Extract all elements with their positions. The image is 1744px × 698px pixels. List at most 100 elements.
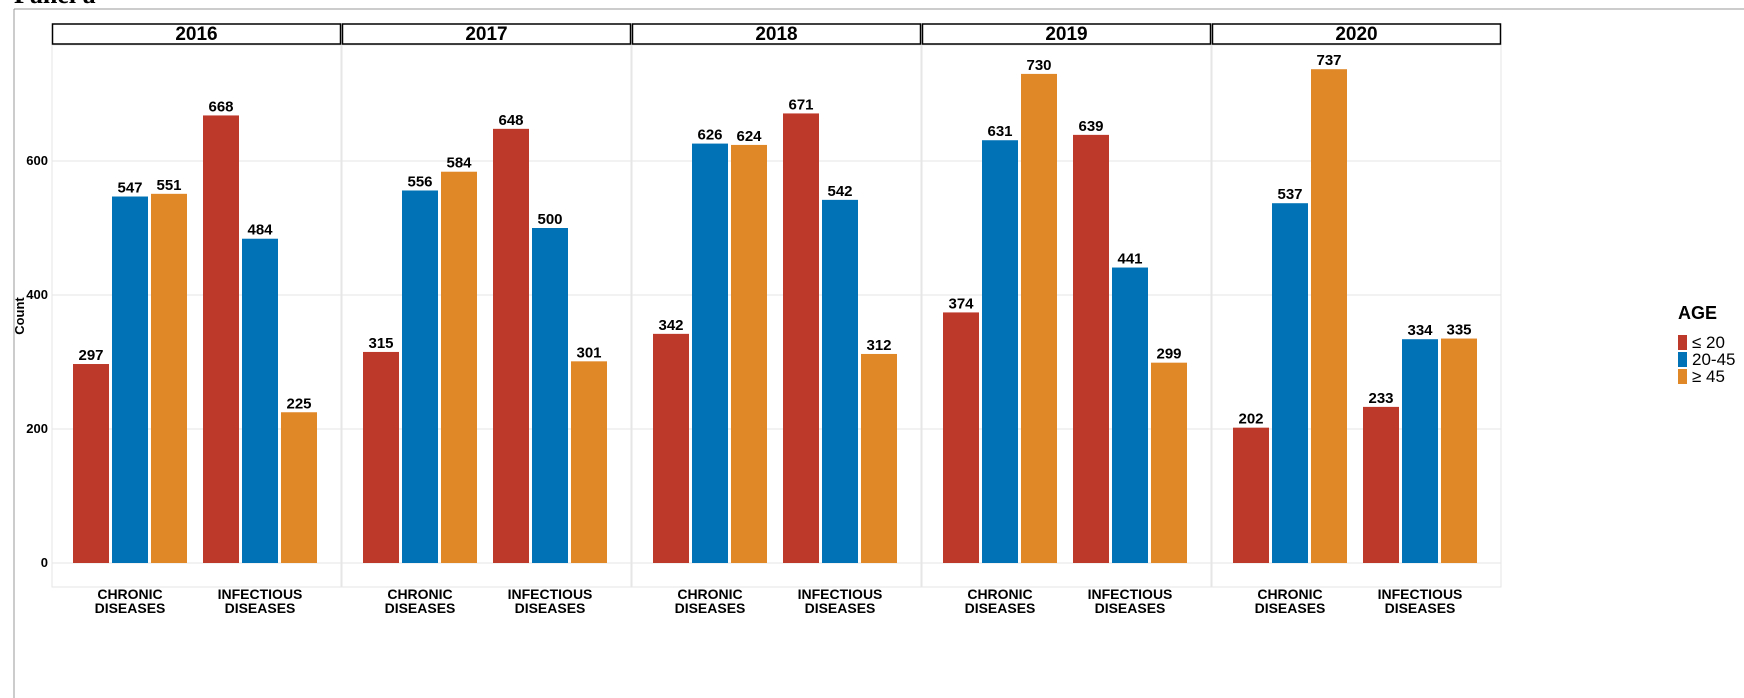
bar-le20 [943,312,979,563]
bar-le20 [1073,134,1109,563]
bar-le20 [1233,427,1269,563]
y-tick-label: 0 [41,555,48,570]
bar-20_45 [822,199,858,564]
facet-strip-label: 2018 [755,24,797,45]
bar-value-label: 484 [247,222,273,239]
bar-20_45 [532,228,568,563]
bar-20_45 [242,238,278,563]
bar-ge45 [1021,73,1057,564]
bar-value-label: 648 [498,112,523,129]
bar-value-label: 500 [537,211,562,228]
x-tick-label: DISEASES [1095,600,1166,616]
legend-swatch-20_45 [1678,352,1687,367]
bar-value-label: 312 [866,337,891,354]
y-axis-title: Count [12,297,27,335]
x-tick-label: CHRONIC [387,586,452,602]
bar-ge45 [1311,69,1347,564]
bar-ge45 [281,412,317,563]
legend-title: AGE [1678,303,1717,323]
x-tick-label: INFECTIOUS [508,586,593,602]
x-tick-label: DISEASES [965,600,1036,616]
bar-20_45 [1272,203,1308,563]
bar-value-label: 631 [987,123,1012,140]
bar-value-label: 556 [407,173,432,190]
bar-ge45 [1151,362,1187,563]
bar-20_45 [402,190,438,564]
bar-value-label: 441 [1117,251,1142,268]
bar-20_45 [1112,267,1148,563]
bar-value-label: 225 [286,395,311,412]
bar-20_45 [982,140,1018,564]
bar-le20 [73,364,109,563]
bar-le20 [493,128,529,563]
bar-value-label: 315 [368,335,393,352]
x-tick-label: CHRONIC [97,586,162,602]
x-tick-label: DISEASES [1385,600,1456,616]
bar-value-label: 730 [1026,57,1051,74]
bar-value-label: 671 [788,96,813,113]
bar-value-label: 334 [1407,322,1433,339]
facet-strip-label: 2019 [1045,24,1087,45]
legend-label-20_45: 20-45 [1692,350,1735,369]
bar-value-label: 547 [117,180,142,197]
facet-strip-label: 2017 [465,24,507,45]
legend-swatch-ge45 [1678,369,1687,384]
bar-20_45 [112,196,148,563]
bar-ge45 [571,361,607,563]
bar-value-label: 737 [1316,52,1341,69]
facet-strip [921,23,1212,45]
figure-title: Panel a [14,0,96,9]
y-tick-label: 400 [26,287,48,302]
bar-value-label: 299 [1156,346,1181,363]
bar-value-label: 537 [1277,186,1302,203]
bar-le20 [653,333,689,563]
x-tick-label: CHRONIC [677,586,742,602]
y-tick-label: 200 [26,421,48,436]
facet-strip-label: 2020 [1335,24,1377,45]
legend-label-ge45: ≥ 45 [1692,367,1725,386]
panel-2019: 2019374631730CHRONICDISEASES639441299INF… [921,23,1212,616]
x-tick-label: DISEASES [675,600,746,616]
x-tick-label: INFECTIOUS [218,586,303,602]
bar-value-label: 301 [576,344,601,361]
x-tick-label: CHRONIC [1257,586,1322,602]
x-tick-label: INFECTIOUS [1378,586,1463,602]
bar-value-label: 542 [827,183,852,200]
bar-ge45 [441,171,477,563]
bar-20_45 [692,143,728,563]
bar-value-label: 297 [78,347,103,364]
x-tick-label: CHRONIC [967,586,1032,602]
bar-value-label: 342 [658,317,683,334]
legend-label-le20: ≤ 20 [1692,333,1725,352]
bar-value-label: 626 [697,127,722,144]
facet-strip-label: 2016 [175,24,217,45]
bar-le20 [203,115,239,563]
x-tick-label: DISEASES [1255,600,1326,616]
facet-strip [341,23,632,45]
y-axis: 0 200 400 600 Count [12,153,48,570]
bar-ge45 [861,353,897,563]
bar-20_45 [1402,339,1438,563]
bar-ge45 [1441,338,1477,563]
bar-le20 [1363,406,1399,563]
bar-value-label: 233 [1368,390,1393,407]
bar-value-label: 624 [736,128,762,145]
facet-strip [51,23,342,45]
x-tick-label: DISEASES [515,600,586,616]
legend-swatch-le20 [1678,335,1687,350]
legend: AGE ≤ 2020-45≥ 45 [1678,303,1735,386]
bar-ge45 [731,144,767,564]
bar-value-label: 335 [1446,322,1471,339]
x-tick-label: DISEASES [95,600,166,616]
bar-value-label: 551 [156,177,181,194]
bar-value-label: 202 [1238,411,1263,428]
x-tick-label: DISEASES [805,600,876,616]
bar-value-label: 374 [948,295,974,312]
x-tick-label: INFECTIOUS [798,586,883,602]
x-tick-label: INFECTIOUS [1088,586,1173,602]
